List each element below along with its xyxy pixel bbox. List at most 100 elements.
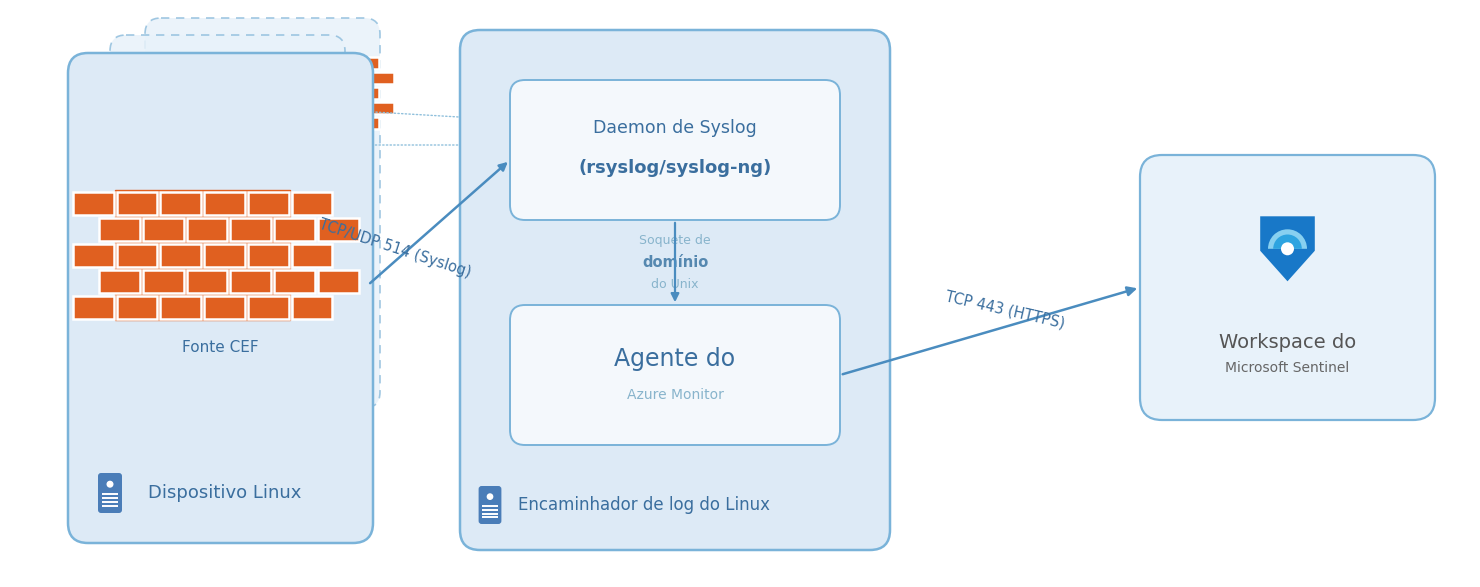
Bar bbox=[295, 120, 317, 131]
FancyBboxPatch shape bbox=[460, 30, 889, 550]
Bar bbox=[256, 56, 278, 69]
FancyBboxPatch shape bbox=[478, 486, 502, 524]
Bar bbox=[334, 134, 357, 147]
Bar bbox=[320, 89, 342, 102]
Bar bbox=[321, 72, 343, 83]
FancyBboxPatch shape bbox=[145, 18, 380, 408]
Bar bbox=[160, 244, 201, 266]
FancyBboxPatch shape bbox=[1140, 155, 1436, 420]
Bar bbox=[186, 269, 228, 292]
Text: TCP 443 (HTTPS): TCP 443 (HTTPS) bbox=[944, 289, 1066, 331]
Text: Microsoft Sentinel: Microsoft Sentinel bbox=[1225, 360, 1350, 375]
Bar bbox=[346, 72, 369, 83]
Bar bbox=[73, 191, 114, 214]
Wedge shape bbox=[1268, 230, 1307, 249]
Bar bbox=[117, 244, 157, 266]
Circle shape bbox=[487, 494, 493, 500]
Bar bbox=[306, 116, 329, 129]
Bar bbox=[160, 191, 201, 214]
Bar bbox=[231, 56, 253, 69]
Bar bbox=[274, 218, 315, 241]
Bar bbox=[332, 116, 354, 129]
Bar bbox=[142, 218, 184, 241]
PathPatch shape bbox=[1259, 216, 1314, 281]
Bar bbox=[210, 134, 231, 147]
Text: Daemon de Syslog: Daemon de Syslog bbox=[593, 119, 756, 137]
Bar bbox=[99, 218, 139, 241]
Text: rce: rce bbox=[295, 288, 317, 302]
Bar bbox=[231, 86, 253, 99]
Bar bbox=[194, 120, 216, 131]
Bar bbox=[292, 191, 332, 214]
Bar bbox=[269, 89, 292, 102]
Text: Soquete de: Soquete de bbox=[639, 234, 710, 247]
Bar bbox=[357, 56, 379, 69]
Bar bbox=[204, 191, 244, 214]
Bar bbox=[281, 56, 303, 69]
Bar bbox=[218, 88, 318, 163]
Bar bbox=[281, 86, 303, 99]
Bar bbox=[306, 86, 329, 99]
Bar bbox=[219, 120, 241, 131]
Text: domínio: domínio bbox=[642, 255, 707, 270]
Bar bbox=[274, 269, 315, 292]
Bar bbox=[296, 72, 318, 83]
Bar bbox=[292, 244, 332, 266]
Bar bbox=[269, 120, 292, 131]
Text: Azure Monitor: Azure Monitor bbox=[626, 388, 724, 402]
Text: Agente do: Agente do bbox=[614, 347, 736, 371]
Bar bbox=[256, 86, 278, 99]
FancyBboxPatch shape bbox=[511, 305, 841, 445]
Bar bbox=[292, 295, 332, 319]
FancyBboxPatch shape bbox=[110, 35, 345, 425]
Circle shape bbox=[107, 481, 112, 487]
Bar bbox=[247, 72, 268, 83]
Circle shape bbox=[1282, 242, 1294, 255]
Bar bbox=[247, 295, 289, 319]
Bar bbox=[255, 55, 355, 130]
FancyBboxPatch shape bbox=[68, 53, 373, 543]
Bar bbox=[231, 116, 253, 129]
Bar bbox=[295, 89, 317, 102]
Text: Workspace do: Workspace do bbox=[1220, 333, 1356, 352]
Bar bbox=[295, 150, 317, 161]
Bar bbox=[231, 218, 271, 241]
Bar bbox=[247, 244, 289, 266]
Bar bbox=[320, 120, 342, 131]
Bar bbox=[332, 56, 354, 69]
Bar bbox=[321, 102, 343, 113]
Text: Fonte CEF: Fonte CEF bbox=[182, 340, 259, 355]
Bar bbox=[284, 134, 306, 147]
Bar bbox=[204, 295, 244, 319]
Bar bbox=[309, 134, 332, 147]
Text: (rsyslog/syslog-ng): (rsyslog/syslog-ng) bbox=[579, 159, 771, 177]
Bar bbox=[234, 134, 256, 147]
Bar bbox=[244, 150, 266, 161]
Bar bbox=[320, 150, 342, 161]
Bar bbox=[271, 102, 293, 113]
Bar bbox=[259, 134, 281, 147]
Bar bbox=[284, 104, 306, 116]
Bar bbox=[73, 244, 114, 266]
Bar bbox=[357, 86, 379, 99]
Bar bbox=[234, 104, 256, 116]
Bar bbox=[244, 89, 266, 102]
Bar bbox=[371, 102, 394, 113]
Bar bbox=[117, 295, 157, 319]
Bar bbox=[231, 269, 271, 292]
Bar bbox=[204, 244, 244, 266]
Bar bbox=[271, 72, 293, 83]
Bar bbox=[160, 295, 201, 319]
Bar bbox=[99, 269, 139, 292]
FancyBboxPatch shape bbox=[511, 80, 841, 220]
Bar bbox=[115, 190, 290, 320]
Bar bbox=[306, 56, 329, 69]
Text: e: e bbox=[221, 318, 228, 332]
Bar bbox=[269, 150, 292, 161]
Bar bbox=[334, 104, 357, 116]
Bar bbox=[117, 191, 157, 214]
Bar bbox=[357, 116, 379, 129]
Bar bbox=[281, 116, 303, 129]
Text: do Unix: do Unix bbox=[651, 278, 699, 291]
Bar bbox=[186, 218, 228, 241]
